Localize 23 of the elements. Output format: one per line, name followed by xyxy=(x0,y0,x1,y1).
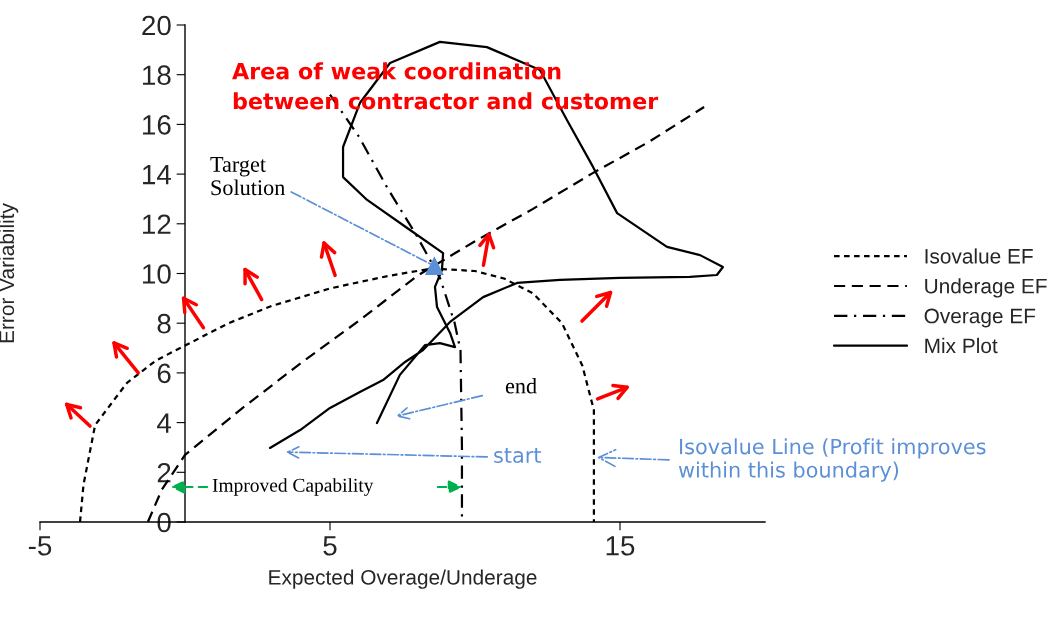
annotation: Improved Capability xyxy=(212,478,374,496)
legend-label: Underage EF xyxy=(925,278,1047,298)
legend-label: Overage EF xyxy=(924,308,1036,328)
legend-label: Mix Plot xyxy=(925,337,998,354)
y-tick-label: 8 xyxy=(157,313,171,334)
x-tick-label: -5 xyxy=(28,536,52,556)
annotation: Target Solution xyxy=(210,157,285,196)
x-tick-label: 5 xyxy=(323,536,337,556)
annotation: start xyxy=(494,448,542,464)
x-tick-label: 15 xyxy=(606,536,635,556)
legend-label: Isovalue EF xyxy=(925,248,1033,264)
y-tick-label: 4 xyxy=(157,413,171,433)
y-tick-label: 20 xyxy=(142,15,171,36)
y-tick-label: 2 xyxy=(157,462,171,483)
y-tick-label: 14 xyxy=(143,165,171,185)
y-tick-label: 6 xyxy=(157,363,171,384)
x-axis-title: Expected Overage/Underage xyxy=(269,569,537,589)
y-tick-label: 12 xyxy=(143,214,171,234)
y-tick-label: 10 xyxy=(143,264,171,284)
y-tick-label: 18 xyxy=(143,65,171,86)
annotation: Isovalue Line (Profit improves within this boundary) xyxy=(678,438,986,482)
annotation: end xyxy=(505,377,537,394)
y-tick-label: 16 xyxy=(143,115,171,135)
